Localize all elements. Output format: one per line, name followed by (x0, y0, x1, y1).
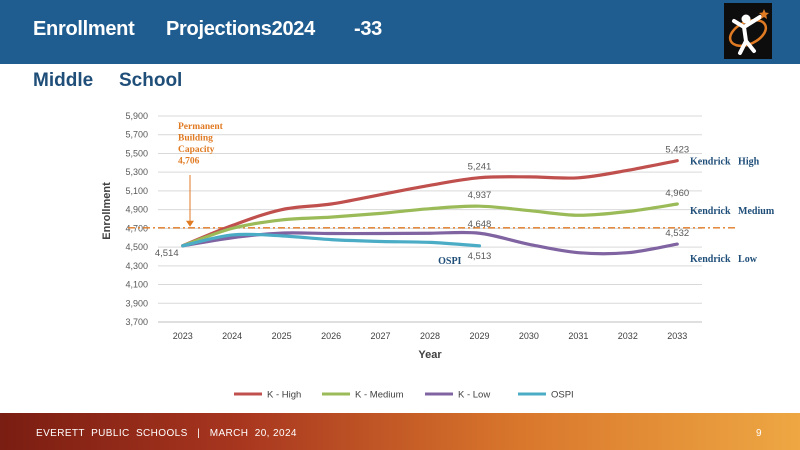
legend-label: OSPI (551, 390, 574, 401)
data-label: 4,513 (468, 251, 492, 262)
subtitle-middle: Middle (33, 70, 94, 91)
data-label: 4,960 (665, 188, 689, 199)
x-tick-label: 2031 (568, 331, 588, 341)
x-axis-title: Year (418, 349, 442, 361)
y-tick-label: 5,300 (125, 167, 148, 177)
enrollment-chart: 3,700 3,900 4,100 4,300 4,500 4,700 4,900 5,100… (0, 100, 800, 412)
subtitle-school: School (119, 70, 183, 91)
y-tick-label: 4,300 (125, 261, 148, 271)
footer-bar: EVERETT PUBLIC SCHOOLS | MARCH 20, 2024 … (0, 413, 800, 450)
x-tick-label: 2033 (667, 331, 687, 341)
legend-label: K - Low (458, 390, 490, 401)
data-label: 4,648 (468, 219, 492, 230)
data-label: 5,241 (468, 162, 492, 173)
y-tick-label: 4,700 (125, 223, 148, 233)
x-tick-label: 2023 (173, 331, 193, 341)
legend-label: K - High (267, 390, 301, 401)
y-tick-label: 5,100 (125, 186, 148, 196)
series-end-label: Kendrick High (690, 157, 760, 168)
series-end-label: Kendrick Medium (690, 206, 775, 217)
x-tick-label: 2027 (371, 331, 391, 341)
capacity-arrow-head (186, 220, 194, 227)
series-end-label: OSPI (438, 256, 461, 267)
y-tick-label: 5,900 (125, 111, 148, 121)
title-enrollment: Enrollment (33, 18, 135, 40)
footer-text: EVERETT PUBLIC SCHOOLS | MARCH 20, 2024 (36, 428, 297, 439)
title-projections: Projections2024 (166, 18, 315, 40)
enrollment-chart-svg: 3,700 3,900 4,100 4,300 4,500 4,700 4,900 5,100… (101, 111, 775, 401)
x-tick-label: 2032 (618, 331, 638, 341)
data-label: 5,423 (665, 145, 689, 156)
series-line-k-high (181, 159, 679, 248)
y-tick-label: 4,500 (125, 242, 148, 252)
x-tick-label: 2030 (519, 331, 539, 341)
y-tick-label: 5,700 (125, 130, 148, 140)
y-axis-title: Enrollment (101, 182, 113, 240)
y-tick-label: 5,500 (125, 148, 148, 158)
y-tick-label: 4,100 (125, 280, 148, 290)
series-line-k-medium (181, 202, 679, 248)
capacity-label-line: Building (178, 134, 213, 144)
x-tick-label: 2028 (420, 331, 440, 341)
x-tick-label: 2029 (469, 331, 489, 341)
y-tick-label: 3,900 (125, 298, 148, 308)
page-number: 9 (756, 428, 762, 439)
capacity-label-line: 4,706 (178, 157, 200, 167)
series-line-ospi (181, 232, 482, 248)
district-logo-icon (724, 3, 772, 59)
header-bar: Enrollment Projections2024 -33 (0, 0, 800, 64)
data-label: 4,937 (468, 190, 492, 201)
y-tick-label: 3,700 (125, 317, 148, 327)
capacity-label-line: Permanent (178, 122, 224, 132)
series-end-label: Kendrick Low (690, 254, 758, 265)
x-tick-label: 2024 (222, 331, 242, 341)
legend-label: K - Medium (355, 390, 404, 401)
y-tick-label: 4,900 (125, 205, 148, 215)
data-label: 4,514 (155, 248, 179, 259)
capacity-label-line: Capacity (178, 145, 215, 155)
title-range: -33 (354, 18, 383, 40)
x-tick-label: 2026 (321, 331, 341, 341)
data-label: 4,532 (665, 228, 689, 239)
x-tick-label: 2025 (272, 331, 292, 341)
